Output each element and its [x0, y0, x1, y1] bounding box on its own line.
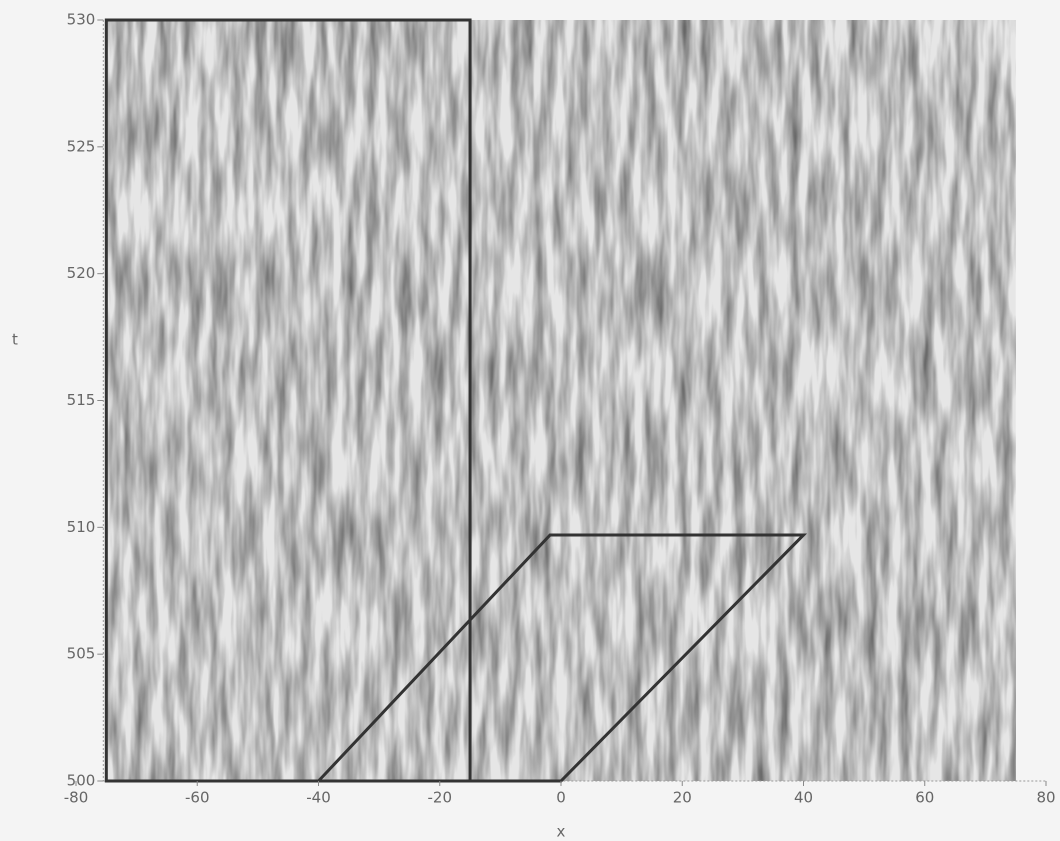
- y-axis-label: t: [12, 331, 18, 349]
- y-tick-label: 510: [67, 518, 96, 536]
- x-tick-label: -20: [428, 789, 453, 807]
- field-texture: [106, 20, 1016, 781]
- x-tick-label: 60: [915, 789, 934, 807]
- x-tick-label: 40: [794, 789, 813, 807]
- x-axis-label: x: [557, 823, 566, 841]
- x-tick-label: -60: [185, 789, 210, 807]
- x-tick-label: 0: [556, 789, 566, 807]
- y-tick-label: 520: [67, 264, 96, 282]
- y-tick-label: 525: [67, 137, 96, 155]
- x-tick-label: -80: [64, 789, 89, 807]
- y-tick-label: 530: [67, 11, 96, 29]
- y-tick-label: 500: [67, 772, 96, 790]
- x-tick-label: 80: [1036, 789, 1055, 807]
- x-tick-label: 20: [673, 789, 692, 807]
- x-tick-label: -40: [306, 789, 331, 807]
- overlay-shape: [315, 533, 808, 783]
- y-tick-label: 505: [67, 645, 96, 663]
- y-tick-label: 515: [67, 391, 96, 409]
